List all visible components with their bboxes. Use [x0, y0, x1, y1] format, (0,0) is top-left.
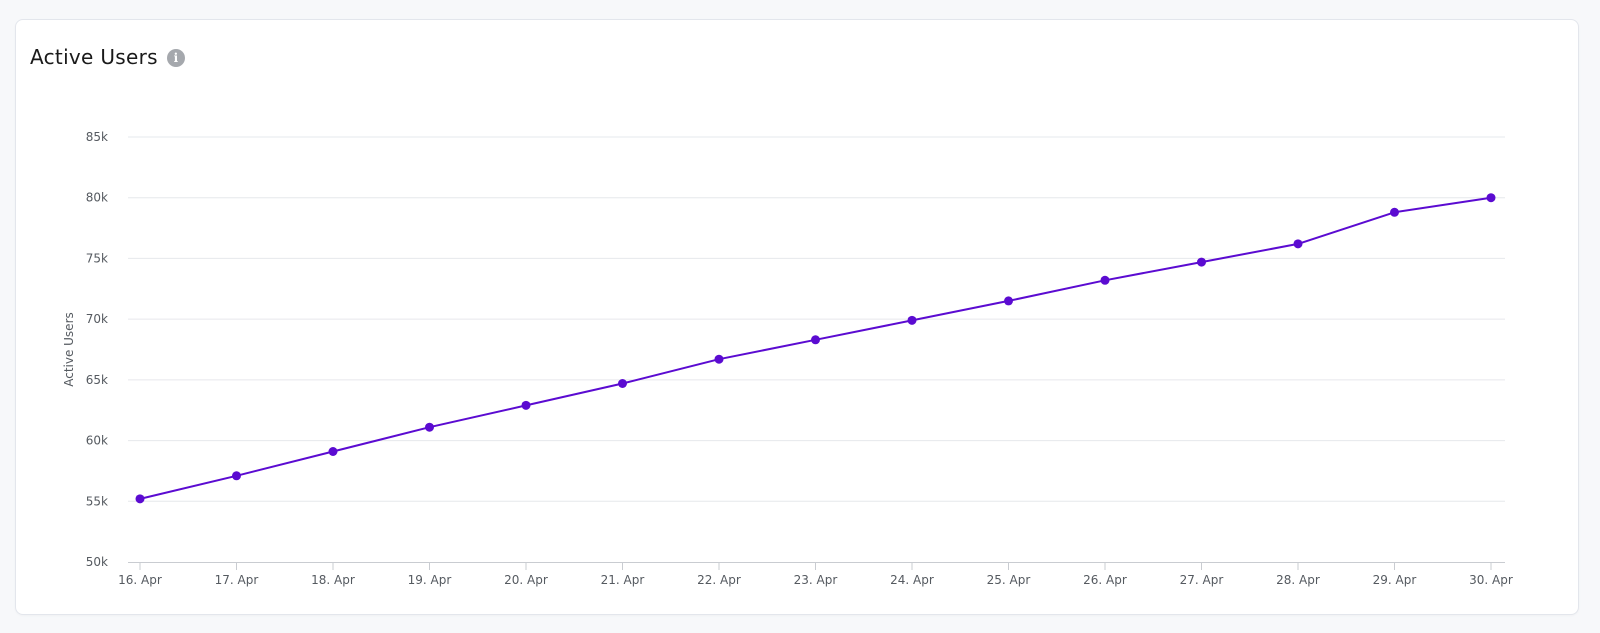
data-point[interactable]: [811, 335, 820, 345]
data-point[interactable]: [135, 494, 145, 504]
y-tick-label: 60k: [86, 434, 108, 448]
y-tick-label: 80k: [86, 191, 108, 205]
x-tick-label: 17. Apr: [215, 573, 259, 587]
x-tick-label: 29. Apr: [1373, 573, 1417, 587]
y-axis-ticks: 50k 55k 60k 65k 70k 75k 80k 85k: [86, 130, 108, 569]
x-tick-label: 28. Apr: [1276, 573, 1320, 587]
y-tick-label: 50k: [86, 555, 108, 569]
y-tick-label: 85k: [86, 130, 108, 144]
data-point[interactable]: [907, 315, 917, 325]
x-tick-label: 23. Apr: [794, 573, 838, 587]
data-point[interactable]: [1486, 193, 1496, 203]
data-point[interactable]: [1197, 257, 1206, 267]
data-point[interactable]: [618, 379, 627, 388]
y-tick-label: 55k: [86, 494, 108, 508]
series-line-path: [139, 196, 1492, 500]
x-tick-label: 27. Apr: [1180, 573, 1224, 587]
series-line: [139, 196, 1492, 500]
card-title: Active Users: [30, 45, 158, 69]
x-tick-label: 19. Apr: [408, 573, 452, 587]
data-point[interactable]: [1004, 296, 1013, 306]
grid-lines: [128, 136, 1505, 502]
x-axis: 16. Apr 17. Apr 18. Apr 19. Apr 20. Apr 21. A…: [118, 562, 1513, 587]
data-point[interactable]: [521, 400, 531, 410]
x-tick-label: 16. Apr: [118, 573, 162, 587]
x-tick-label: 26. Apr: [1083, 573, 1127, 587]
y-tick-label: 65k: [86, 373, 108, 387]
data-point[interactable]: [328, 447, 338, 456]
data-point[interactable]: [425, 422, 434, 432]
y-tick-label: 70k: [86, 312, 108, 326]
y-tick-label: 75k: [86, 251, 108, 265]
x-tick-label: 25. Apr: [987, 573, 1031, 587]
active-users-card: [15, 19, 1579, 615]
x-tick-label: 21. Apr: [601, 573, 645, 587]
card-header: Active Users i: [30, 45, 185, 69]
info-icon[interactable]: i: [166, 49, 185, 67]
data-point[interactable]: [714, 354, 724, 364]
y-axis-title: Active Users: [62, 312, 76, 387]
data-point[interactable]: [1293, 239, 1303, 249]
x-tick-label: 24. Apr: [890, 573, 934, 587]
data-point[interactable]: [1390, 207, 1399, 217]
x-tick-label: 30. Apr: [1469, 573, 1513, 587]
x-tick-label: 20. Apr: [504, 573, 548, 587]
data-point[interactable]: [1100, 275, 1110, 285]
x-tick-label: 18. Apr: [311, 573, 355, 587]
x-tick-label: 22. Apr: [697, 573, 741, 587]
series-points: [135, 193, 1496, 504]
data-point[interactable]: [232, 471, 241, 481]
